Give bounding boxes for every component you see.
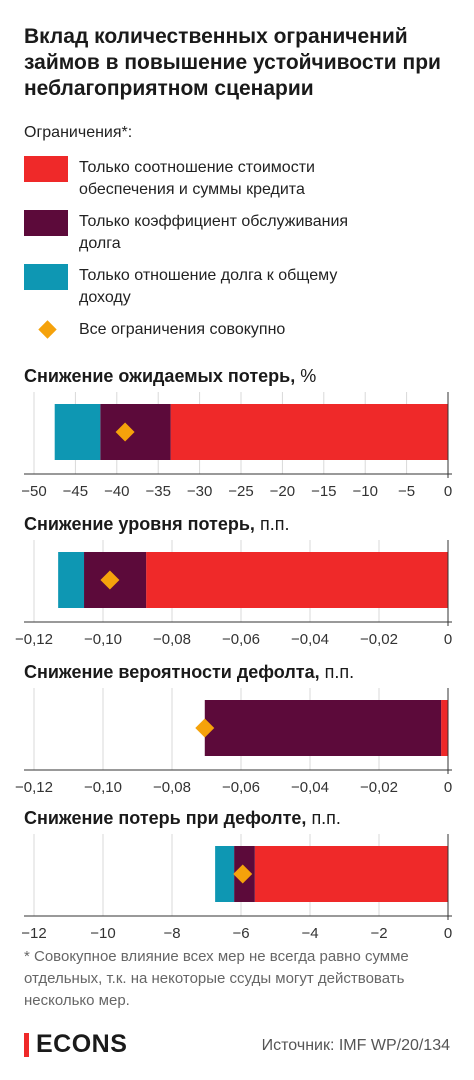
panel-title-text: Снижение ожидаемых потерь, [24,366,296,386]
tick-label: −0,10 [84,779,122,796]
tick-label: −25 [228,483,253,500]
legend-label-dti: Только отношение долга к общему доходу [79,267,338,306]
panel-title-default-probability: Снижение вероятности дефолта, п.п. [24,662,354,683]
panel-title-loss-given-default: Снижение потерь при дефолте, п.п. [24,808,341,829]
combined-marker [195,718,215,738]
tick-label: 0 [444,779,452,796]
chart-default-probability: −0,12 −0,10 −0,08 −0,06 −0,04 −0,02 0 [15,688,452,796]
bar-segment-ltv [170,404,448,460]
brand-bar [24,1033,29,1057]
tick-label: −10 [352,483,377,500]
source-note: Источник: IMF WP/20/134 [261,1037,450,1054]
legend-label-ltv: Только соотношение стоимости обеспечения… [79,159,315,198]
tick-label: 0 [444,925,452,942]
bar-segment-ltv [441,700,448,756]
bar-segment-dsti [100,404,171,460]
panel-unit: п.п. [311,808,341,828]
footnote: * Совокупное влияние всех мер не всегда … [24,948,409,1009]
brand-name: ECONS [36,1030,128,1058]
tick-label: −0,12 [15,631,53,648]
legend-swatch-dti [24,264,68,290]
tick-label: −45 [63,483,88,500]
chart-loss-given-default: −12 −10 −8 −6 −4 −2 0 [21,834,452,942]
tick-label: −0,04 [291,779,329,796]
tick-label: −40 [104,483,129,500]
panel-title-text: Снижение потерь при дефолте, [24,808,307,828]
tick-label: −50 [21,483,46,500]
combined-marker [100,570,120,590]
tick-label: −4 [301,925,318,942]
panel-unit: п.п. [259,514,290,534]
tick-label: −0,06 [222,779,260,796]
combined-marker [233,864,253,884]
tick-label: −35 [145,483,170,500]
tick-label: −0,02 [360,631,398,648]
tick-label: −10 [90,925,115,942]
tick-label: −15 [311,483,336,500]
bar-segment-dsti [204,700,442,756]
tick-label: −20 [270,483,295,500]
legend-swatch-dsti [24,210,68,236]
chart-expected-losses: −50 −45 −40 −35 −30 −25 −20 −15 −10 −5 0 [21,392,452,500]
bar-segment-dti [54,404,101,460]
panel-unit: п.п. [324,662,355,682]
tick-label: 0 [444,631,452,648]
legend-label-dsti: Только коэффициент обслуживания долга [79,213,349,252]
legend-label-combined: Все ограничения совокупно [79,321,286,338]
panel-title-loss-rate: Снижение уровня потерь, п.п. [24,514,289,535]
legend-swatch-ltv [24,156,68,182]
tick-label: −6 [232,925,249,942]
legend-heading: Ограничения*: [24,124,133,141]
bar-segment-ltv [146,552,448,608]
tick-label: −0,08 [153,779,191,796]
tick-label: −12 [21,925,46,942]
panel-unit: % [300,366,317,386]
tick-label: −0,02 [360,779,398,796]
bar-segment-ltv [254,846,448,902]
tick-label: −0,08 [153,631,191,648]
tick-label: −30 [187,483,212,500]
tick-label: −0,04 [291,631,329,648]
chart-title: Вклад количественных ограничений займов … [24,25,441,100]
combined-marker [115,422,135,442]
bar-segment-dti [215,846,235,902]
panel-title-expected-losses: Снижение ожидаемых потерь, % [24,366,316,387]
tick-label: −5 [398,483,415,500]
tick-label: −0,12 [15,779,53,796]
tick-label: −0,06 [222,631,260,648]
tick-label: −8 [163,925,180,942]
tick-label: −2 [370,925,387,942]
legend-diamond-marker [38,320,57,339]
panel-title-text: Снижение уровня потерь, [24,514,255,534]
chart-loss-rate: −0,12 −0,10 −0,08 −0,06 −0,04 −0,02 0 [15,540,452,648]
panel-title-text: Снижение вероятности дефолта, [24,662,320,682]
bar-segment-dti [58,552,85,608]
tick-label: 0 [444,483,452,500]
tick-label: −0,10 [84,631,122,648]
